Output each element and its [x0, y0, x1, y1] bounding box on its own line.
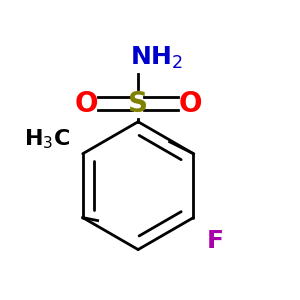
Text: O: O [178, 90, 202, 118]
Text: F: F [207, 229, 224, 253]
Text: O: O [74, 90, 98, 118]
Text: S: S [128, 90, 148, 118]
Text: NH$_2$: NH$_2$ [130, 45, 182, 71]
Text: H$_3$C: H$_3$C [24, 128, 70, 152]
